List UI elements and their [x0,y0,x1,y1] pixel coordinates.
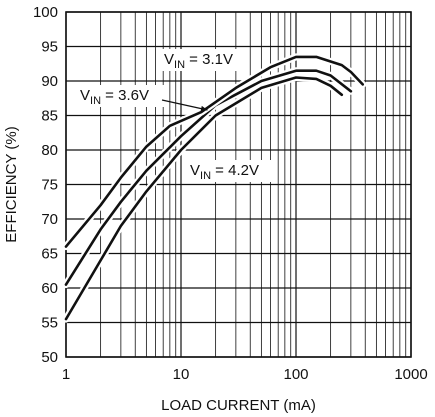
series-line-2 [64,55,364,248]
series-label-bg [161,49,249,71]
pointer-arrow-head [200,105,208,112]
x-tick-label: 1 [62,366,70,383]
y-tick-label: 55 [41,315,58,332]
y-tick-label: 70 [41,211,58,228]
y-tick-label: 90 [41,73,58,90]
series-group [62,53,367,323]
y-tick-label: 95 [41,39,58,56]
x-tick-label: 10 [173,366,190,383]
x-axis-title: LOAD CURRENT (mA) [161,397,316,414]
series-label-bg [77,85,165,107]
y-tick-label: 80 [41,142,58,159]
x-tick-labels: 1 10 100 1000 [62,366,428,383]
y-tick-labels: 50 55 60 65 70 75 80 85 90 95 100 [33,4,58,366]
series-label: VIN = 3.6V [80,87,149,107]
y-tick-label: 65 [41,246,58,263]
series-label: VIN = 4.2V [190,162,259,182]
annotations: VIN = 4.2V VIN = 3.6V VIN = 3.1V [77,49,275,182]
y-axis-title: EFFICIENCY (%) [3,126,20,242]
x-tick-label: 1000 [394,366,427,383]
y-tick-label: 60 [41,280,58,297]
x-tick-label: 100 [283,366,308,383]
series-label-bg [187,160,275,182]
y-tick-label: 50 [41,349,58,366]
series-line-0 [64,76,344,321]
pointer-arrow-line [161,99,208,111]
y-tick-label: 100 [33,4,58,21]
y-tick-label: 85 [41,108,58,125]
y-tick-label: 75 [41,177,58,194]
series-label: VIN = 3.1V [164,51,233,71]
plot-frame [65,11,412,358]
